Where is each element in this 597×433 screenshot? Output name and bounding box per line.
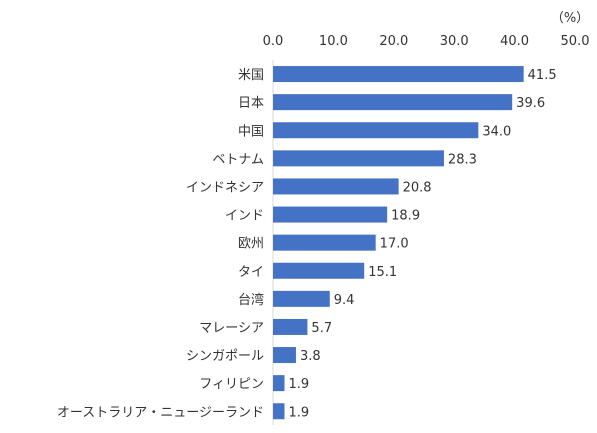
bars <box>273 66 524 420</box>
x-tick-label: 20.0 <box>379 34 408 49</box>
value-label: 18.9 <box>391 209 420 224</box>
value-label: 34.0 <box>482 124 511 139</box>
value-label: 15.1 <box>368 265 397 280</box>
x-tick-label: 10.0 <box>319 34 348 49</box>
category-label: フィリピン <box>199 377 264 392</box>
category-label: 欧州 <box>238 237 264 252</box>
category-label: 米国 <box>238 68 264 83</box>
category-label: インド <box>225 209 264 224</box>
value-label: 20.8 <box>403 180 432 195</box>
bar <box>273 150 444 167</box>
x-tick-label: 50.0 <box>561 34 590 49</box>
bar <box>273 178 399 195</box>
bar <box>273 318 308 335</box>
category-label: 日本 <box>238 96 264 111</box>
value-label: 39.6 <box>516 96 545 111</box>
category-labels: 米国日本中国ベトナムインドネシアインド欧州タイ台湾マレーシアシンガポールフィリピ… <box>57 68 264 420</box>
bar <box>273 375 285 392</box>
category-label: 中国 <box>238 124 264 139</box>
bar <box>273 206 388 223</box>
value-label: 41.5 <box>528 68 557 83</box>
value-label: 1.9 <box>288 405 309 420</box>
bar <box>273 234 376 251</box>
category-label: オーストラリア・ニュージーランド <box>57 405 264 420</box>
category-label: タイ <box>238 265 264 280</box>
value-label: 28.3 <box>448 152 477 167</box>
bar <box>273 122 479 139</box>
x-axis-ticks: 0.0 10.0 20.0 30.0 40.0 50.0 <box>263 34 590 49</box>
value-labels: 41.5 39.6 34.0 28.3 20.8 18.9 17.0 15.1 9.45.7 3.… <box>288 68 556 420</box>
value-label: 3.8 <box>300 349 321 364</box>
bar <box>273 262 365 279</box>
bar <box>273 347 296 364</box>
unit-label: （%） <box>551 11 589 26</box>
category-label: インドネシア <box>186 180 264 195</box>
bar <box>273 290 330 307</box>
category-label: ベトナム <box>212 152 264 167</box>
value-label: 17.0 <box>380 237 409 252</box>
category-label: マレーシア <box>199 321 264 336</box>
bar <box>273 94 513 111</box>
category-label: シンガポール <box>186 349 264 364</box>
category-label: 台湾 <box>238 292 264 308</box>
x-tick-label: 0.0 <box>263 34 284 49</box>
bar <box>273 66 524 83</box>
bar <box>273 403 285 420</box>
value-label: 5.7 <box>311 321 332 336</box>
x-tick-label: 30.0 <box>440 34 469 49</box>
x-tick-label: 40.0 <box>500 34 529 49</box>
value-label: 9.4 <box>334 293 355 308</box>
value-label: 1.9 <box>288 377 309 392</box>
